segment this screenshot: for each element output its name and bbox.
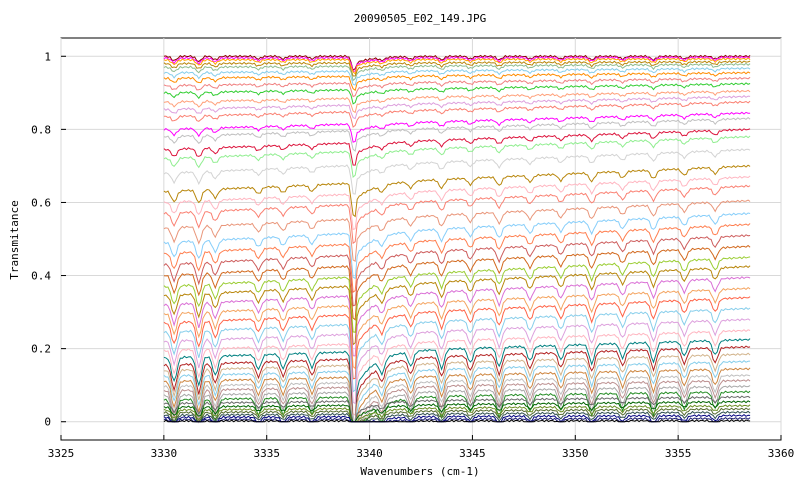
spectrum-series-line [163,82,751,105]
spectrum-series-line [163,352,751,423]
spectrum-series-line [163,184,751,245]
x-tick-label: 3325 [48,447,75,460]
spectrum-series-line [163,148,751,195]
spectrum-series-line [163,111,751,143]
spectrum-series-line [163,404,751,423]
x-tick-label: 3330 [151,447,178,460]
spectrum-series-line [163,329,751,417]
spectrum-series-line [163,244,751,321]
spectrum-series-line [163,286,751,370]
spectrum-series-line [163,256,751,333]
chart-title: 20090505_E02_149.JPG [354,12,486,25]
spectrum-series-line [163,164,751,218]
spectrum-series-line [163,55,751,72]
x-tick-label: 3345 [459,447,486,460]
spectrum-series-line [163,175,751,231]
y-tick-label: 0.8 [31,123,51,136]
spectrum-series-line [163,57,751,75]
spectrum-series-line [163,71,751,92]
spectrum-series-line [163,100,751,128]
series-layer [163,54,751,424]
x-tick-label: 3360 [768,447,795,460]
spectrum-series-line [163,318,751,405]
spectrum-series-line [163,410,751,423]
spectrum-series-line [163,128,751,166]
spectrum-series-line [163,360,751,423]
spectrum-series-line [163,116,751,152]
spectrum-series-line [163,76,751,98]
x-axis-ticks: 3325 3330 3335 3340 3345 3350 3355 3360 [48,435,795,460]
spectrum-series-line [163,54,751,72]
spectrum-series-line [163,373,751,423]
spectrum-series-line [163,400,751,423]
spectrum-series-line [163,419,751,423]
x-tick-label: 3335 [253,447,280,460]
x-tick-label: 3350 [562,447,589,460]
y-axis-label: Transmitance [8,200,21,279]
spectrum-series-line [163,223,751,293]
x-axis-label: Wavenumbers (cm-1) [360,465,479,478]
spectrum-series-line [163,367,751,423]
x-tick-label: 3340 [356,447,383,460]
spectrum-series-line [163,234,751,307]
spectrum-series-line [163,407,751,423]
spectrum-series-line [163,212,751,280]
spectrum-series-line [163,345,751,423]
spectrum-series-line [163,89,751,114]
spectrum-series-line [163,199,751,263]
spectrum-series-line [163,135,751,178]
y-tick-label: 1 [44,50,51,63]
spectrum-series-line [163,66,751,86]
y-tick-label: 0.6 [31,196,51,209]
spectrum-series-line [163,62,751,82]
spectrum-series-line [163,384,751,423]
spectrum-series-line [163,95,751,120]
spectrum-series-line [163,338,751,423]
y-axis-ticks: 0 0.2 0.4 0.6 0.8 1 [31,50,66,429]
spectrum-series-line [163,296,751,380]
spectrum-series-line [163,276,751,357]
x-tick-label: 3355 [665,447,692,460]
spectrum-series-line [163,265,751,346]
spectrum-series-line [163,378,751,424]
y-tick-label: 0 [44,416,51,429]
y-tick-label: 0.2 [31,343,51,356]
spectrum-series-line [163,60,751,77]
y-tick-label: 0.4 [31,270,51,283]
spectrum-series-line [163,307,751,393]
spectrum-series-line [163,395,751,423]
